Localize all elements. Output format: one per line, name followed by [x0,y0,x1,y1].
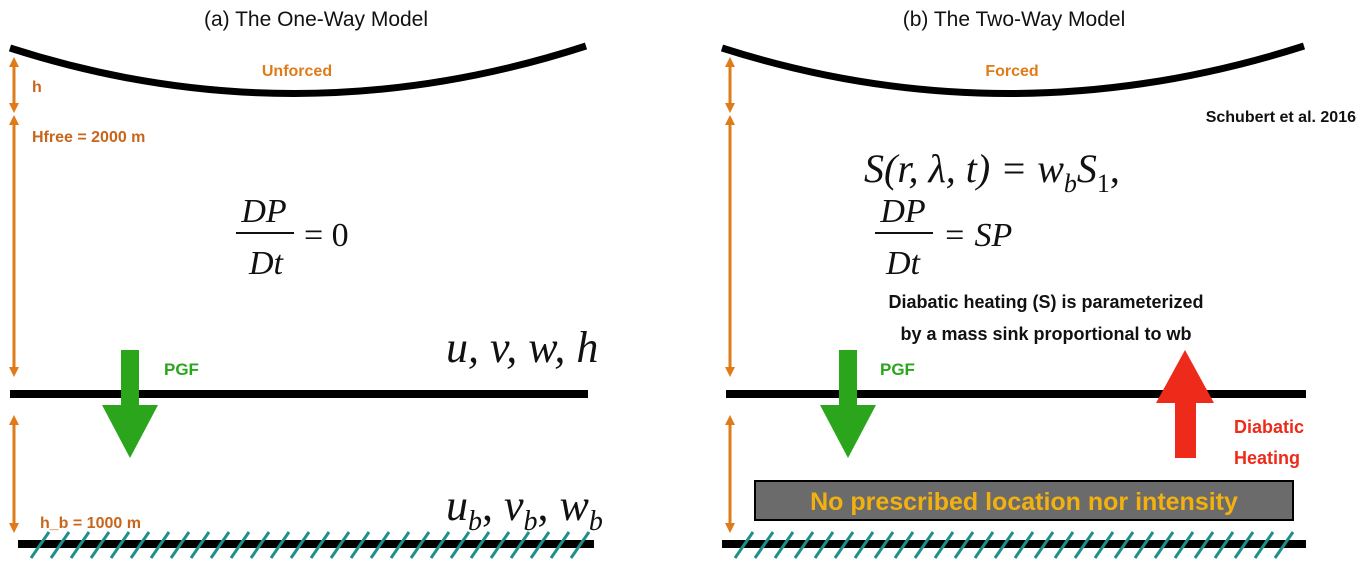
ground-hatch-mark [1033,531,1055,559]
free-surface-curve [8,42,588,97]
panel-b: (b) The Two-Way Model Forced Schubert et… [720,8,1356,559]
ground-hatch-mark [1133,531,1155,559]
ground-hatch-mark [873,531,895,559]
hb-label: h_b = 1000 m [40,515,141,532]
ground-hatch-mark [1073,531,1095,559]
ground-hatch-mark [549,531,571,559]
ground-hatch-mark [1233,531,1255,559]
vars-lower-layer: ub, vb, wb [446,481,603,537]
note-line-2: by a mass sink proportional to wb [900,324,1191,344]
ground-hatch-mark [489,531,511,559]
ground-hatch-mark [349,531,371,559]
note-line-1: Diabatic heating (S) is parameterized [888,292,1203,312]
hfree-label: Hfree = 2000 m [32,129,145,146]
ground-hatch-mark [389,531,411,559]
ground-hatch-mark [753,531,775,559]
ground-hatch-mark [913,531,935,559]
ground-hatch-mark [529,531,551,559]
ground-hatch-mark [409,531,431,559]
ground-hatch-mark [369,531,391,559]
ground-hatch-mark [469,531,491,559]
ground-hatch-mark [1053,531,1075,559]
ground-hatch-mark [733,531,755,559]
forced-label: Forced [985,63,1038,80]
ground-hatch-mark [1153,531,1175,559]
ground-hatch-mark [793,531,815,559]
ground-hatch-mark [1213,531,1235,559]
ground-hatch-mark [993,531,1015,559]
panel-a: (a) The One-Way Model Unforced h Hfree =… [8,8,603,559]
eq-a-numerator: DP [240,193,286,230]
ground-hatch-mark [149,531,171,559]
ground-hatch-mark [1253,531,1275,559]
eq-b-numerator: DP [879,193,925,230]
ground-hatch-mark [189,531,211,559]
ground-hatch-mark [973,531,995,559]
ground-hatch-mark [953,531,975,559]
ground-hatch-mark [169,531,191,559]
eq-a-denominator: Dt [248,245,285,282]
pgf-label-a: PGF [164,360,199,379]
ground-hatch-mark [1013,531,1035,559]
ground-hatch-mark [1113,531,1135,559]
banner-box [754,480,1294,521]
eq-b-rhs: = SP [943,217,1012,254]
ground-hatch-mark [569,531,591,559]
heating-label-1: Diabatic [1234,417,1304,437]
ground-hatch-mark [1173,531,1195,559]
heating-label-2: Heating [1234,448,1300,468]
svg-text:ub, vb, wb: ub, vb, wb [446,481,603,537]
ground-hatch-mark [329,531,351,559]
pgf-label-b: PGF [880,360,915,379]
unforced-label: Unforced [262,63,332,80]
free-surface-curve-b [720,42,1306,97]
ground-hatch-mark [933,531,955,559]
pgf-arrow [102,350,158,458]
ground-hatch-mark [833,531,855,559]
ground-hatch-mark [773,531,795,559]
vars-upper-layer: u, v, w, h [446,323,598,372]
eq-b-source: S(r, λ, t) = wbS1, [864,146,1120,198]
panel-a-title: (a) The One-Way Model [204,8,428,31]
ground-hatch-mark [49,531,71,559]
ground-hatch-mark [109,531,131,559]
svg-text:S(r, λ, t) = wbS1,: S(r, λ, t) = wbS1, [864,146,1120,198]
eq-a-rhs: = 0 [304,217,349,254]
citation: Schubert et al. 2016 [1206,109,1356,126]
ground-hatch-mark [429,531,451,559]
panel-b-title: (b) The Two-Way Model [903,8,1126,31]
banner-text: No prescribed location nor intensity [810,488,1238,516]
ground-hatch-mark [449,531,471,559]
ground-hatch-mark [269,531,291,559]
ground-hatch-mark [309,531,331,559]
ground-hatch-mark [89,531,111,559]
diabatic-heating-arrow [1156,350,1214,458]
ground-a [18,531,594,559]
ground-hatch-mark [509,531,531,559]
ground-hatch-mark [129,531,151,559]
ground-hatch-mark [249,531,271,559]
ground-hatch-mark [289,531,311,559]
pgf-arrow-b [820,350,876,458]
ground-hatch-mark [893,531,915,559]
ground-hatch-mark [1193,531,1215,559]
ground-hatch-mark [69,531,91,559]
ground-hatch-mark [29,531,51,559]
ground-hatch-mark [853,531,875,559]
ground-b [722,531,1306,559]
ground-hatch-mark [813,531,835,559]
ground-hatch-mark [209,531,231,559]
h-label: h [32,79,42,96]
ground-hatch-mark [1273,531,1295,559]
eq-b-denominator: Dt [885,245,922,282]
ground-hatch-mark [229,531,251,559]
ground-hatch-mark [1093,531,1115,559]
